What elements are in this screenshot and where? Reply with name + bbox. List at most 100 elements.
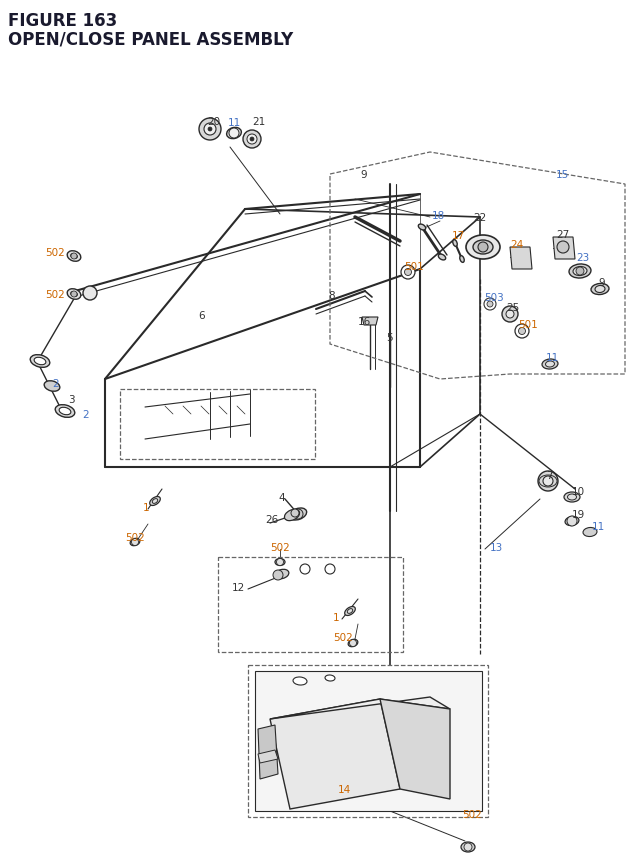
Polygon shape [362,318,378,325]
Text: 502: 502 [270,542,290,553]
Circle shape [83,287,97,300]
Text: 501: 501 [404,262,424,272]
Ellipse shape [275,559,285,566]
Ellipse shape [473,241,493,255]
Text: 8: 8 [328,291,335,300]
Text: 6: 6 [198,311,205,320]
Ellipse shape [419,225,426,231]
Text: 22: 22 [473,213,486,223]
Text: 1: 1 [143,503,150,512]
Text: 23: 23 [576,253,589,263]
Text: 502: 502 [45,248,65,257]
Bar [248,666,488,817]
Circle shape [293,510,303,519]
Circle shape [250,138,254,142]
Text: 18: 18 [432,211,445,220]
Circle shape [291,510,299,517]
Ellipse shape [452,240,457,247]
Ellipse shape [348,609,353,614]
Text: 502: 502 [462,809,482,819]
Ellipse shape [67,251,81,262]
Text: 11: 11 [228,118,241,127]
Text: 17: 17 [452,231,465,241]
Ellipse shape [152,499,157,504]
Text: 13: 13 [490,542,503,553]
Circle shape [71,254,77,260]
Circle shape [576,268,584,276]
Polygon shape [270,697,450,719]
Ellipse shape [591,284,609,295]
Ellipse shape [542,360,558,369]
Ellipse shape [150,497,160,506]
Circle shape [484,299,496,311]
Circle shape [273,570,283,580]
Ellipse shape [545,362,554,368]
Ellipse shape [34,358,46,365]
Ellipse shape [30,356,50,368]
Ellipse shape [275,570,289,579]
Circle shape [208,127,212,132]
Ellipse shape [565,517,579,526]
Text: 11: 11 [592,522,605,531]
Ellipse shape [564,492,580,503]
Ellipse shape [461,842,475,852]
Text: 501: 501 [518,319,538,330]
Circle shape [247,135,257,145]
Text: 9: 9 [360,170,367,180]
Polygon shape [255,672,482,811]
Text: 2: 2 [82,410,88,419]
Bar [120,389,315,460]
Ellipse shape [345,607,355,616]
Circle shape [515,325,529,338]
Ellipse shape [227,128,241,139]
Circle shape [538,472,558,492]
Circle shape [404,269,412,276]
Ellipse shape [573,267,587,276]
Circle shape [506,311,514,319]
Ellipse shape [70,254,77,259]
Text: 20: 20 [207,117,220,127]
Polygon shape [510,248,532,269]
Circle shape [131,539,138,546]
Text: FIGURE 163: FIGURE 163 [8,12,117,30]
Circle shape [204,124,216,136]
Text: 502: 502 [125,532,145,542]
Text: 12: 12 [232,582,245,592]
Ellipse shape [44,381,60,392]
Polygon shape [270,699,400,809]
Text: 19: 19 [572,510,585,519]
Polygon shape [380,699,450,799]
Circle shape [567,517,577,526]
Ellipse shape [568,494,577,500]
Text: 9: 9 [598,278,605,288]
Ellipse shape [569,264,591,279]
Text: 7: 7 [546,470,552,480]
Circle shape [243,131,261,149]
Ellipse shape [67,289,81,300]
Ellipse shape [55,406,75,418]
Text: 26: 26 [265,514,278,524]
Ellipse shape [130,539,140,546]
Ellipse shape [595,286,605,294]
Text: 11: 11 [546,353,559,362]
Circle shape [199,119,221,141]
Ellipse shape [583,528,597,537]
Text: 5: 5 [386,332,392,343]
Text: 502: 502 [45,289,65,300]
Ellipse shape [460,257,464,263]
Circle shape [502,307,518,323]
Circle shape [229,129,239,139]
Circle shape [71,292,77,298]
Circle shape [518,328,525,335]
Ellipse shape [325,675,335,681]
Circle shape [276,559,284,566]
Circle shape [557,242,569,254]
Text: 25: 25 [506,303,519,313]
Text: 503: 503 [484,293,504,303]
Text: 14: 14 [338,784,351,794]
Text: 2: 2 [52,379,59,388]
Circle shape [464,843,472,851]
Text: 4: 4 [278,492,285,503]
Circle shape [300,564,310,574]
Ellipse shape [293,678,307,685]
